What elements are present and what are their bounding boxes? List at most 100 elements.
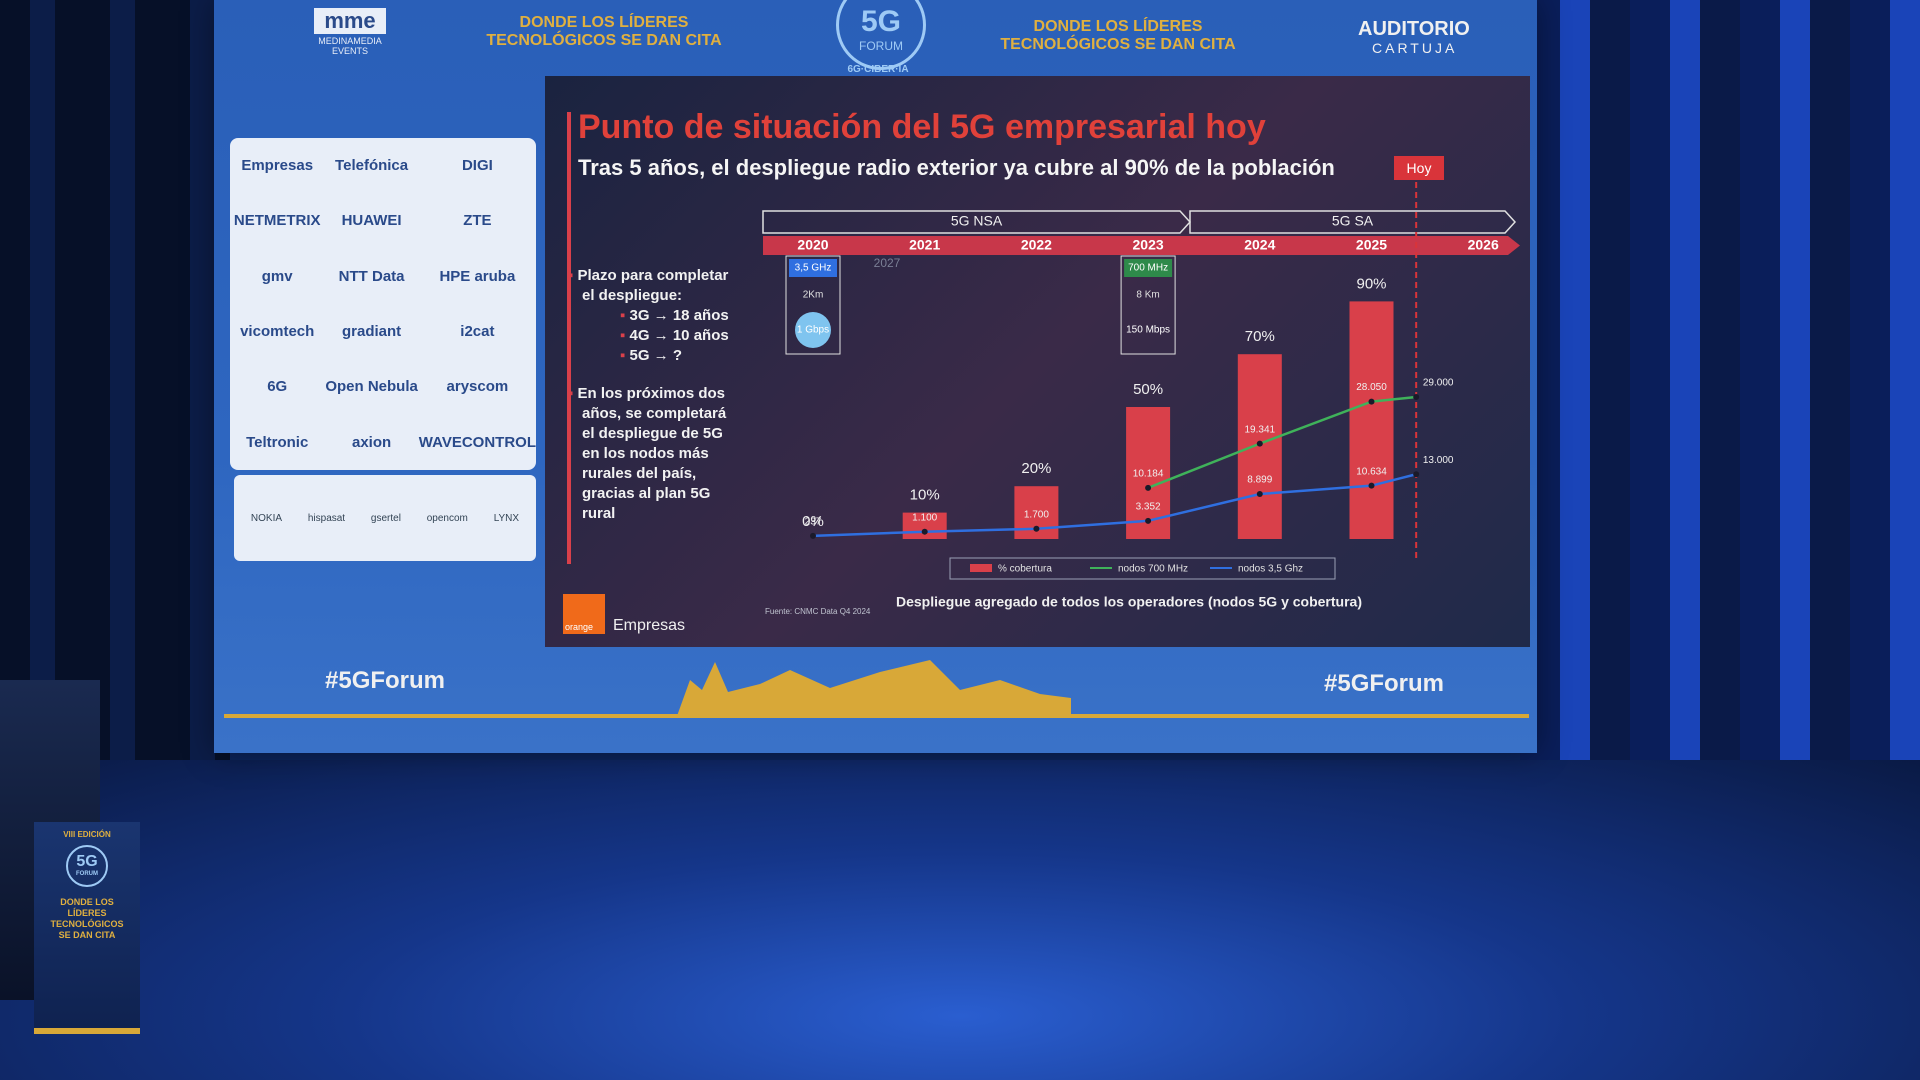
chart-caption: Despliegue agregado de todos los operado… bbox=[896, 594, 1362, 610]
line-value-label: 29.000 bbox=[1423, 378, 1454, 389]
logo-forum: FORUM bbox=[859, 39, 903, 53]
podium-logo: 5G bbox=[76, 853, 98, 870]
line-point bbox=[1368, 482, 1375, 489]
annotation-range: 8 Km bbox=[1136, 290, 1159, 301]
brand-name: Empresas bbox=[613, 617, 686, 634]
line-point bbox=[1256, 491, 1263, 498]
legend-swatch bbox=[970, 564, 992, 572]
annotation-box bbox=[1120, 255, 1176, 355]
sponsor-logo: WAVECONTROL bbox=[418, 433, 536, 451]
sponsor-panel: Empresas Telefónica DIGI NETMETRIX HUAWEI ZTE… bbox=[230, 138, 536, 470]
slide-title: Punto de situación del 5G empresarial ho… bbox=[578, 108, 1266, 146]
partner-logo: LYNX bbox=[493, 512, 520, 524]
slide-accent-line bbox=[567, 112, 571, 564]
source-note: Fuente: CNMC Data Q4 2024 bbox=[765, 607, 871, 616]
logo-cartuja: CARTUJA bbox=[1372, 40, 1458, 56]
logo-5g-forum: 5G FORUM bbox=[836, 0, 926, 70]
line-value-label: 1.100 bbox=[912, 512, 937, 523]
stage-floor bbox=[0, 760, 1920, 1080]
partner-logo: NOKIA bbox=[250, 512, 283, 524]
line-value-label: 13.000 bbox=[1423, 455, 1454, 466]
hashtag-left: #5GForum bbox=[325, 667, 446, 694]
bullet-group: En los próximos dos años, se completará … bbox=[578, 384, 742, 524]
line-value-label: 19.341 bbox=[1245, 424, 1276, 435]
logo-auditorio: AUDITORIO bbox=[1358, 18, 1470, 40]
phase-arrow bbox=[1189, 210, 1517, 234]
tagline-left: DONDE LOS LÍDERES TECNOLÓGICOS SE DAN CI… bbox=[486, 14, 722, 49]
bar-value-label: 0% bbox=[802, 513, 824, 530]
x-tick-label: 2026 bbox=[1468, 237, 1499, 253]
tagline-right: DONDE LOS LÍDERES TECNOLÓGICOS SE DAN CI… bbox=[1000, 18, 1236, 53]
footer-line bbox=[224, 714, 1529, 718]
bullet: Plazo para completar el despliegue: bbox=[578, 266, 742, 306]
sponsor-logo: Empresas bbox=[241, 157, 314, 175]
hashtag-right: #5GForum bbox=[1324, 670, 1445, 697]
x-tick-label: 2021 bbox=[909, 237, 940, 253]
line-point bbox=[1033, 525, 1040, 532]
partner-logo: opencom bbox=[426, 512, 468, 524]
sponsor-logo: NTT Data bbox=[338, 267, 405, 285]
sponsor-logo: Open Nebula bbox=[325, 378, 418, 396]
partner-panel: NOKIA hispasat gsertel opencom LYNX bbox=[234, 475, 536, 561]
today-badge: Hoy bbox=[1394, 156, 1444, 180]
bar-value-label: 10% bbox=[910, 487, 940, 504]
brand-logo: orange bbox=[563, 594, 605, 634]
faded-year: 2027 bbox=[874, 256, 901, 270]
sponsor-logo: axion bbox=[351, 433, 392, 451]
annotation-range: 2Km bbox=[803, 290, 824, 301]
sub-bullet: 3G → 18 años bbox=[582, 306, 742, 326]
line-point bbox=[1145, 517, 1152, 524]
bullet: En los próximos dos años, se completará … bbox=[578, 384, 742, 524]
annotation-speed: 1 Gbps bbox=[797, 325, 829, 336]
line-point bbox=[810, 532, 816, 539]
annotation-band: 700 MHz bbox=[1128, 263, 1168, 274]
line-point bbox=[1413, 471, 1420, 478]
partner-logo: gsertel bbox=[370, 512, 401, 524]
slide-subtitle: Tras 5 años, el despliegue radio exterio… bbox=[578, 155, 1335, 180]
line-value-label: 28.050 bbox=[1356, 382, 1387, 393]
legend-box bbox=[949, 557, 1336, 580]
podium: VIII EDICIÓN 5G FORUM DONDE LOS LÍDERES … bbox=[34, 822, 140, 1034]
line bbox=[1147, 395, 1417, 489]
line-value-label: 8.899 bbox=[1247, 475, 1272, 486]
sponsor-logo: gradiant bbox=[341, 323, 402, 341]
legend-label: nodos 3,5 Ghz bbox=[1238, 564, 1303, 575]
line-point bbox=[1145, 484, 1152, 491]
bar-value-label: 50% bbox=[1133, 381, 1163, 398]
sponsor-logo: gmv bbox=[261, 267, 293, 285]
x-tick-label: 2023 bbox=[1133, 237, 1164, 253]
annotation-speed: 150 Mbps bbox=[1126, 325, 1170, 336]
podium-edition: VIII EDICIÓN bbox=[63, 830, 111, 839]
logo-mme: mme bbox=[314, 8, 386, 34]
sub-bullet: 5G → ? bbox=[582, 346, 742, 366]
podium-tagline: DONDE LOS LÍDERES TECNOLÓGICOS SE DAN CI… bbox=[50, 897, 124, 940]
legend-label: % cobertura bbox=[998, 564, 1052, 575]
annotation-box bbox=[785, 255, 841, 355]
line-value-label: 237 bbox=[805, 516, 822, 527]
year-ribbon bbox=[763, 236, 1520, 255]
line-value-label: 10.184 bbox=[1133, 468, 1164, 479]
sub-bullet: 4G → 10 años bbox=[582, 326, 742, 346]
sponsor-logo: DIGI bbox=[461, 157, 493, 175]
curtain-right bbox=[1520, 0, 1920, 800]
phase-arrow bbox=[762, 210, 1192, 234]
sponsor-logo: Telefónica bbox=[335, 157, 409, 175]
bar bbox=[1349, 301, 1394, 539]
annotation-speed-bg bbox=[795, 312, 831, 348]
x-tick-label: 2025 bbox=[1356, 237, 1387, 253]
annotation-band-bg bbox=[789, 259, 837, 277]
sponsor-logo: Teltronic bbox=[246, 433, 309, 451]
line-point bbox=[1413, 394, 1420, 400]
x-tick-label: 2022 bbox=[1021, 237, 1052, 253]
sponsor-logo: i2cat bbox=[460, 323, 495, 341]
annotation-band-bg bbox=[1124, 259, 1173, 277]
partner-logo: hispasat bbox=[307, 512, 346, 524]
sponsor-logo: HPE aruba bbox=[439, 267, 516, 285]
line-value-label: 1.700 bbox=[1024, 509, 1049, 520]
line-value-label: 10.634 bbox=[1356, 466, 1387, 477]
sponsor-logo: ZTE bbox=[463, 212, 492, 230]
curtain-left bbox=[0, 0, 230, 760]
x-tick-label: 2020 bbox=[797, 237, 828, 253]
